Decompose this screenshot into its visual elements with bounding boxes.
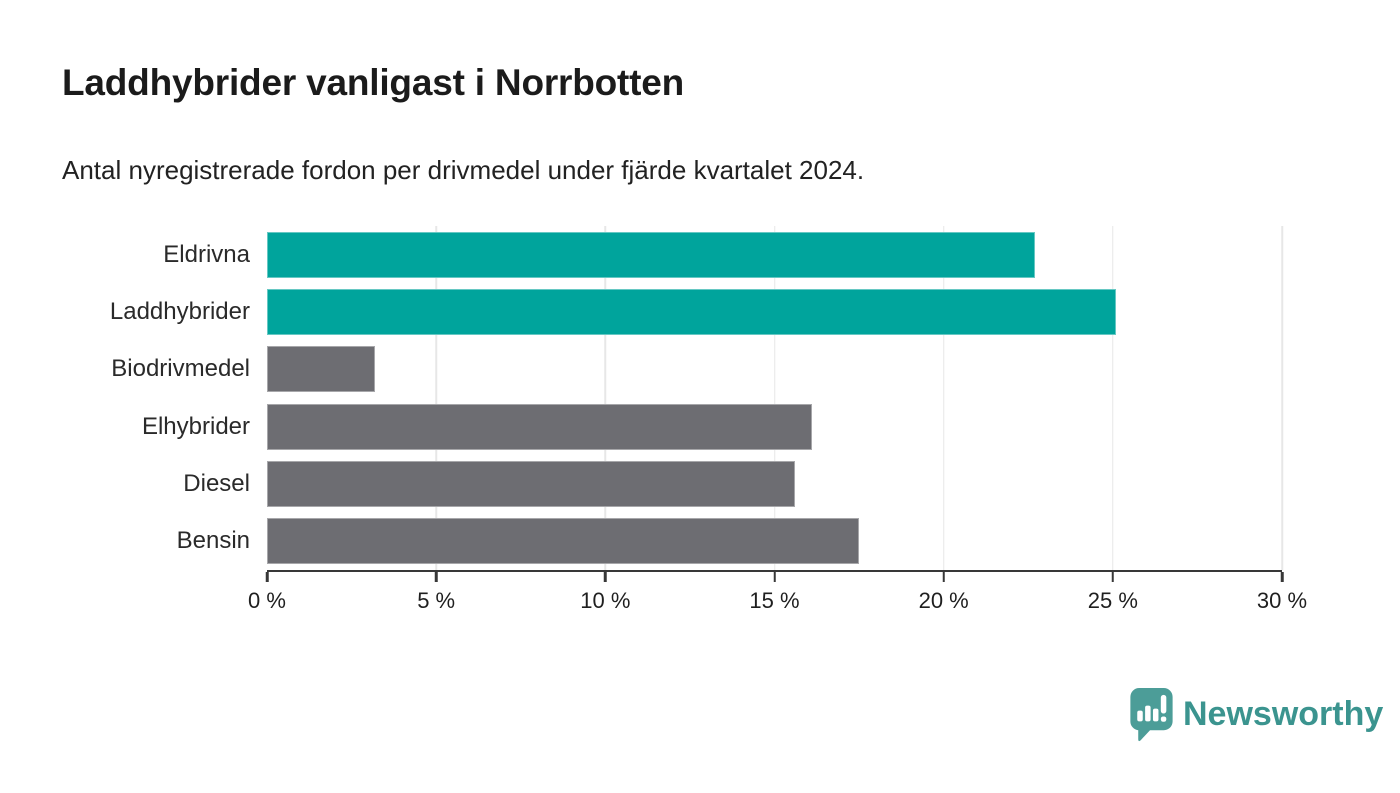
axis-tick-label: 0 % (248, 588, 286, 613)
newsworthy-logo-text: Newsworthy (1183, 695, 1384, 733)
axis-tick (265, 572, 269, 582)
gridline (942, 226, 945, 570)
bar-row: Eldrivna (163, 226, 1282, 283)
axis-tick (942, 572, 945, 582)
gridline (1281, 226, 1283, 570)
category-label: Laddhybrider (109, 297, 250, 325)
axis-tick-label: 20 % (918, 588, 969, 613)
bar-row: Laddhybrider (110, 283, 1282, 340)
axis-tick-label: 30 % (1256, 588, 1308, 613)
chart-title: Laddhybrider vanligast i Norrbotten (62, 62, 685, 103)
axis-tick-label: 5 % (417, 588, 456, 613)
axis-tick (1280, 572, 1284, 582)
axis-tick-label: 15 % (749, 588, 800, 613)
axis-tick (1111, 572, 1115, 582)
bar-rows: Eldrivna Laddhybrider Biodrivmedel Elhybrid… (110, 226, 1282, 570)
axis-tick (604, 572, 607, 582)
category-label: Bensin (176, 527, 250, 555)
bar-chart-speech-bubble-icon (1130, 687, 1173, 742)
bar-row: Biodrivmedel (111, 341, 1282, 398)
axis-tick-label: 10 % (580, 588, 631, 613)
bar (267, 460, 795, 507)
axis-tick-label: 25 % (1087, 588, 1138, 613)
bar (267, 518, 860, 565)
newsworthy-logo: Newsworthy (1128, 687, 1383, 742)
category-label: Biodrivmedel (111, 355, 250, 383)
category-label: Eldrivna (163, 240, 250, 268)
bar (267, 403, 812, 450)
bar-row: Elhybrider (142, 398, 1282, 455)
bar (267, 231, 1036, 278)
horizontal-bar-chart: Eldrivna Laddhybrider Biodrivmedel Elhybrid… (0, 226, 1400, 626)
bar (267, 346, 376, 393)
category-label: Diesel (183, 469, 250, 497)
plot-area: Eldrivna Laddhybrider Biodrivmedel Elhybrid… (110, 226, 1307, 613)
gridline (435, 226, 437, 570)
bar-row: Bensin (177, 513, 1282, 570)
gridline (773, 226, 776, 570)
bar (267, 288, 1117, 335)
x-axis (265, 570, 1284, 582)
axis-tick (773, 572, 776, 582)
gridline (604, 226, 607, 570)
gridline (1112, 226, 1114, 570)
axis-tick (434, 572, 438, 582)
category-label: Elhybrider (141, 412, 250, 440)
chart-subtitle: Antal nyregistrerade fordon per drivmede… (62, 155, 865, 185)
bar-row: Diesel (183, 455, 1282, 512)
